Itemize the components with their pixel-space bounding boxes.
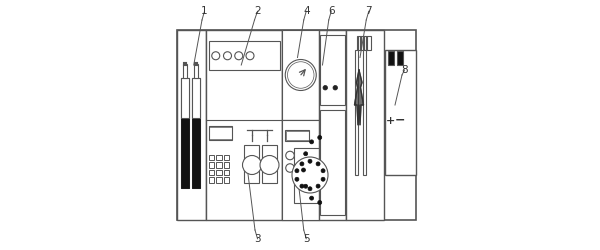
Bar — [285, 130, 310, 140]
Circle shape — [300, 162, 304, 166]
FancyBboxPatch shape — [209, 43, 280, 68]
Bar — [286, 130, 309, 140]
Bar — [178, 30, 206, 220]
Text: 6: 6 — [328, 6, 335, 16]
Circle shape — [323, 86, 328, 90]
Bar — [346, 30, 384, 220]
Circle shape — [246, 52, 254, 60]
Bar — [320, 35, 345, 105]
Bar — [224, 154, 229, 160]
Bar — [206, 30, 283, 220]
Circle shape — [308, 187, 312, 191]
Circle shape — [304, 152, 308, 156]
Circle shape — [212, 52, 220, 60]
Circle shape — [286, 151, 294, 160]
Circle shape — [316, 162, 320, 166]
Text: +: + — [386, 114, 395, 126]
Circle shape — [223, 52, 232, 60]
Bar — [209, 154, 215, 160]
Text: 3: 3 — [254, 234, 261, 244]
Polygon shape — [355, 70, 364, 125]
Circle shape — [316, 184, 320, 188]
Circle shape — [285, 60, 316, 90]
FancyBboxPatch shape — [320, 83, 330, 92]
Circle shape — [302, 168, 305, 172]
Circle shape — [295, 177, 299, 181]
Bar — [217, 162, 222, 168]
Bar — [283, 30, 319, 220]
Circle shape — [310, 140, 314, 144]
Bar — [217, 170, 222, 175]
Text: 4: 4 — [303, 6, 310, 16]
Text: 1: 1 — [201, 6, 208, 16]
Circle shape — [286, 164, 294, 172]
Bar — [181, 78, 190, 188]
Circle shape — [310, 196, 314, 200]
Bar — [194, 64, 198, 78]
Bar — [283, 30, 319, 120]
Bar — [181, 118, 190, 188]
Bar — [283, 120, 319, 220]
Circle shape — [304, 184, 308, 188]
Bar — [397, 51, 403, 65]
Circle shape — [242, 156, 262, 174]
Bar — [192, 118, 200, 188]
Text: 7: 7 — [365, 6, 372, 16]
Bar — [217, 177, 222, 182]
Circle shape — [321, 169, 325, 173]
Circle shape — [308, 159, 312, 163]
Text: 8: 8 — [401, 65, 408, 75]
Circle shape — [260, 156, 279, 174]
Bar — [178, 30, 416, 220]
Bar — [385, 50, 416, 175]
Bar — [209, 170, 215, 175]
Bar — [319, 30, 346, 220]
Bar — [217, 154, 222, 160]
Circle shape — [235, 52, 243, 60]
Bar — [181, 78, 190, 118]
Circle shape — [300, 184, 304, 188]
Bar — [209, 127, 232, 139]
Bar — [209, 162, 215, 168]
Bar — [224, 177, 229, 182]
Bar — [355, 50, 358, 175]
Bar — [224, 170, 229, 175]
Bar — [192, 78, 200, 118]
FancyBboxPatch shape — [331, 83, 340, 92]
Bar — [192, 78, 200, 188]
Bar — [295, 148, 326, 203]
Bar — [363, 50, 366, 175]
Bar — [388, 51, 394, 65]
Circle shape — [318, 136, 322, 140]
Text: 2: 2 — [254, 6, 261, 16]
Text: −: − — [395, 114, 405, 126]
Bar — [357, 36, 371, 50]
Bar — [209, 177, 215, 182]
Circle shape — [292, 157, 328, 193]
Circle shape — [318, 200, 322, 204]
Circle shape — [321, 177, 325, 181]
Text: 5: 5 — [303, 234, 310, 244]
Bar — [183, 64, 187, 78]
Bar — [224, 162, 229, 168]
Bar — [209, 41, 280, 70]
Circle shape — [295, 169, 299, 173]
Bar — [209, 126, 232, 140]
Bar — [245, 145, 259, 182]
Bar — [320, 110, 345, 215]
Circle shape — [333, 86, 337, 90]
Bar — [262, 145, 277, 182]
